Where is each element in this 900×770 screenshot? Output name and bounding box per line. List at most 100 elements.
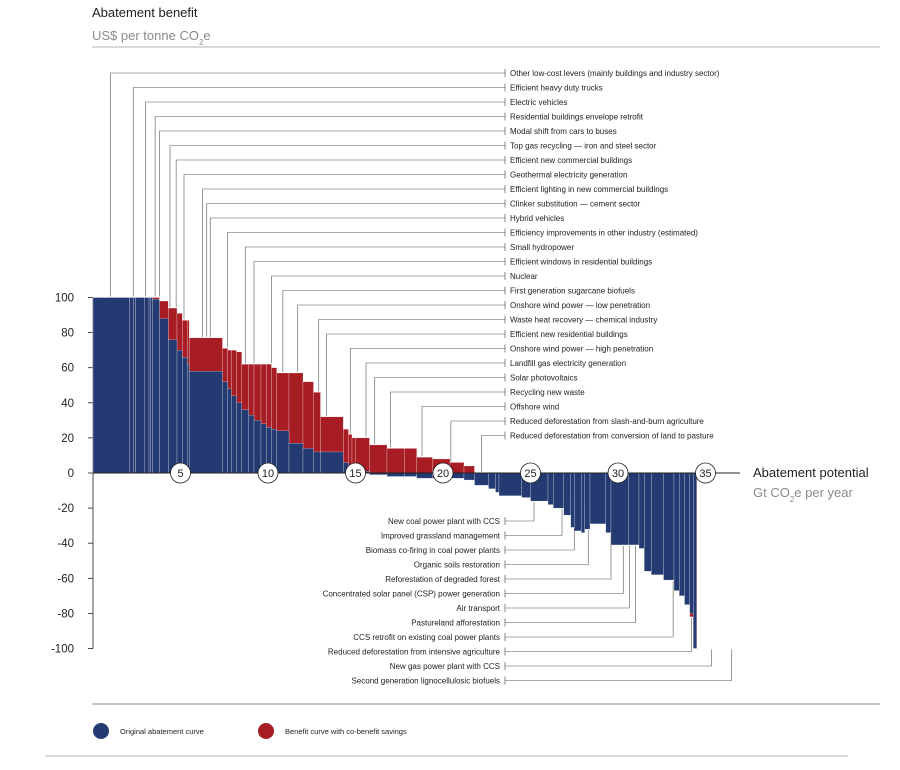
leader-line [175,159,505,308]
original-bar [144,297,150,474]
original-bar [574,472,582,532]
original-bar [584,472,591,530]
original-bar [581,472,585,533]
legend-label-original: Original abatement curve [120,727,204,736]
leader-line [505,649,733,681]
lever-label: Modal shift from cars to buses [510,127,617,136]
original-curve-bars [92,297,697,649]
y-axis: 100 80 60 40 20 0 -20 -40 -60 -80 -100 [51,293,94,656]
leader-line [271,275,505,364]
leader-line [505,581,674,638]
leader-line [505,545,624,594]
original-bar [605,472,612,533]
original-bar [150,297,153,474]
original-bar [288,443,304,474]
leader-line [349,348,505,434]
lever-label: Reforestation of degraded forest [385,575,501,584]
lever-label: Air transport [456,604,500,613]
leader-line [390,391,505,448]
x-tick-bubble [170,462,191,484]
leader-line [297,304,505,372]
original-bar [133,297,136,474]
lever-label: Residential buildings envelope retrofit [510,113,644,122]
lever-label: Second generation lignocellulosic biofue… [351,677,500,686]
benefit-bar [404,448,417,474]
original-bar [231,395,237,474]
original-bar [563,472,571,516]
leader-line [505,528,575,551]
leader-line [365,362,505,437]
leader-line [202,188,505,337]
original-bar [610,472,629,546]
original-bar [159,318,169,474]
original-bar [187,364,190,474]
leader-line [505,533,612,580]
original-bar [168,339,178,474]
y-tick-label: 20 [61,433,74,445]
benefit-bar [416,457,433,474]
x-axis-title: Abatement potential [753,465,869,480]
original-bar [176,350,183,474]
lever-label: Efficiency improvements in other industr… [510,229,698,238]
y-tick-label: -60 [57,573,74,585]
lever-leader-lines [110,69,733,685]
leader-line [505,545,636,623]
x-tick-label: 30 [612,468,624,480]
original-bar [638,472,645,549]
lever-label: Reduced deforestation from slash-and-bur… [510,417,704,426]
leader-line [132,87,505,297]
chart-title: Abatement benefit [92,5,198,20]
leader-line [374,377,505,444]
leader-line [183,174,505,320]
original-bar [152,299,160,474]
lever-label: Efficient new residential buildings [510,330,628,339]
original-bar [570,472,575,528]
original-bar [148,297,151,474]
leader-line [326,333,505,416]
original-bar [222,381,228,474]
original-bar [129,297,134,474]
x-axis-unit: Gt CO2e per year [753,485,853,504]
lever-label: Onshore wind power — low penetration [510,301,650,310]
original-bar [302,448,314,474]
original-bar [241,409,249,474]
leader-line [169,145,505,308]
leader-line [244,246,505,364]
leader-line [450,420,505,462]
original-bar [253,420,262,474]
x-tick-label: 10 [262,468,274,480]
leader-line [282,290,505,372]
lever-label: New coal power plant with CCS [388,517,500,526]
leader-line [505,530,589,565]
leader-line [110,72,505,297]
leader-line [505,502,535,522]
legend-swatch-original [93,723,109,739]
lever-labels: Other low-cost levers (mainly buildings … [323,69,720,686]
lever-label: Offshore wind [510,403,559,412]
lever-label: New gas power plant with CCS [390,662,500,671]
x-tick-label: 25 [524,468,536,480]
x-tick-bubble [520,462,541,484]
original-bar [693,472,697,649]
lever-label: Nuclear [510,272,538,281]
y-tick-label: 0 [68,468,74,480]
original-bar [498,472,522,496]
original-bar [189,371,223,474]
x-tick-bubble [257,462,279,484]
original-bar [651,472,664,575]
leader-line [154,116,505,297]
legend-swatch-benefit [258,723,274,739]
lever-label: Hybrid vehicles [510,214,564,223]
original-bar [488,472,496,489]
lever-label: Organic soils restoration [414,561,500,570]
lever-label: Reduced deforestation from conversion of… [510,432,714,441]
x-tick-label: 5 [177,468,183,480]
lever-label: Geothermal electricity generation [510,171,627,180]
y-tick-label: -100 [51,644,74,656]
original-bar [644,472,652,572]
y-tick-label: -40 [57,538,74,550]
original-bar [495,472,500,493]
x-tick-bubble [432,462,454,484]
y-tick-label: 100 [55,293,74,305]
lever-label: Top gas recycling — iron and steel secto… [510,142,657,151]
